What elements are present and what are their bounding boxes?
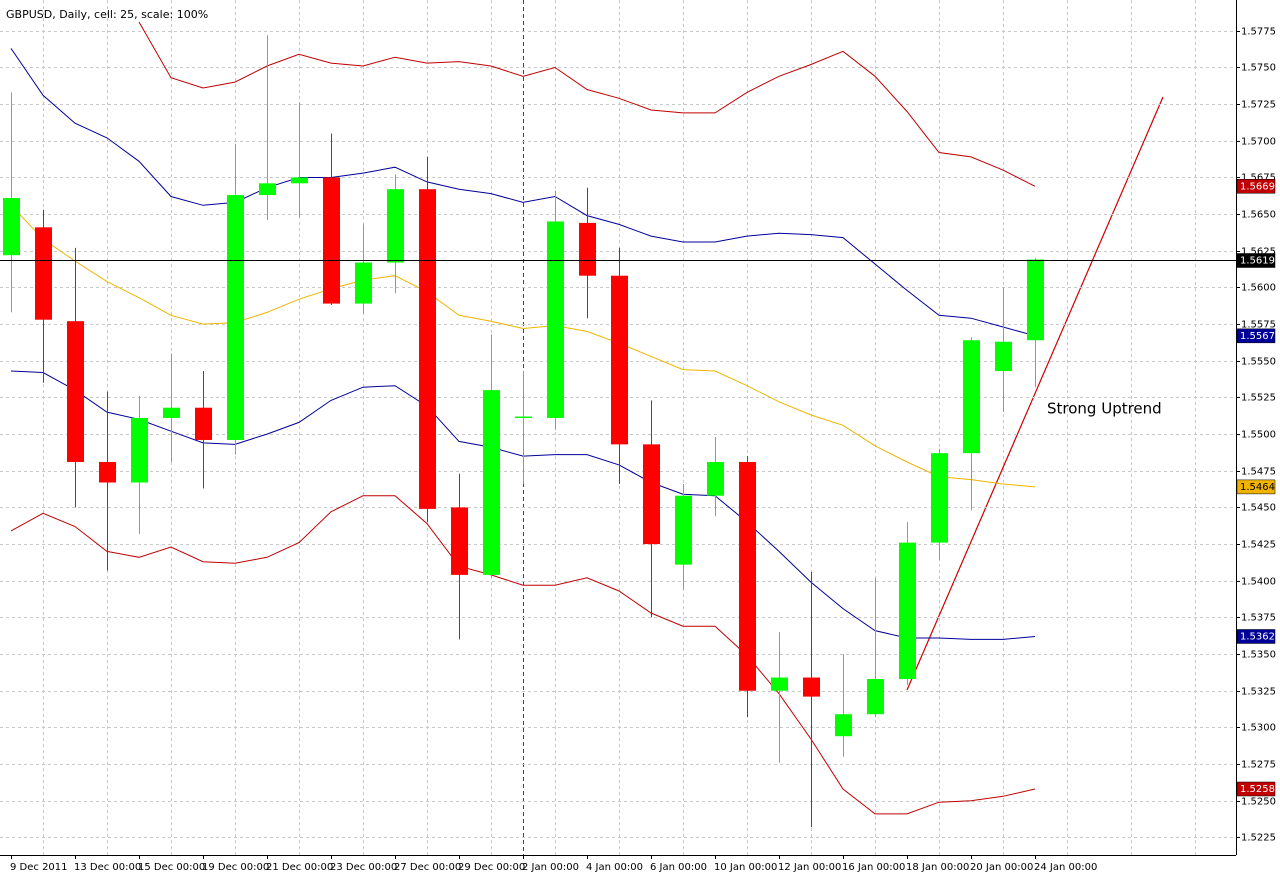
indicator-price-label-box [1236,479,1276,495]
candle-body [995,341,1012,372]
x-tick-label: 12 Jan 00:00 [778,862,841,873]
candle-body [611,275,628,445]
y-tick-label: 1.5775 [1241,27,1276,38]
candle-body [931,453,948,543]
indicator-price-label-box [1236,328,1276,344]
chart-title: GBPUSD, Daily, cell: 25, scale: 100% [6,8,208,21]
candle-body [323,177,340,304]
y-tick-label: 1.5650 [1241,210,1276,221]
x-tick-label: 2 Jan 00:00 [522,862,579,873]
x-tick-label: 23 Dec 00:00 [330,862,397,873]
candle-body [867,679,884,715]
current-price-label-box [1236,253,1276,268]
x-tick-label: 6 Jan 00:00 [650,862,707,873]
y-tick-label: 1.5600 [1241,283,1276,294]
candle-body [3,197,20,256]
x-tick-label: 16 Jan 00:00 [842,862,905,873]
y-tick-label: 1.5325 [1241,687,1276,698]
indicator-price-label-box [1236,781,1276,797]
x-tick-label: 10 Jan 00:00 [714,862,777,873]
candle-body [227,195,244,440]
x-tick-label: 29 Dec 00:00 [458,862,525,873]
candle-body [163,407,180,418]
x-tick-label: 27 Dec 00:00 [394,862,461,873]
candle-body [771,677,788,691]
y-tick-label: 1.5425 [1241,540,1276,551]
indicator-price-label: 1.5362 [1240,631,1275,642]
x-tick-label: 18 Jan 00:00 [906,862,969,873]
y-tick-label: 1.5375 [1241,613,1276,624]
y-tick-label: 1.5500 [1241,430,1276,441]
candle-body [419,189,436,509]
trend-line [906,96,1164,691]
indicator-line [10,495,1036,815]
candle-body [355,262,372,304]
y-tick-label: 1.5550 [1241,357,1276,368]
y-tick-label: 1.5675 [1241,173,1276,184]
candle-body [899,542,916,680]
indicator-price-label: 1.5567 [1240,331,1275,342]
y-tick-label: 1.5350 [1241,650,1276,661]
indicator-price-label: 1.5258 [1240,784,1275,795]
x-tick-label: 19 Dec 00:00 [202,862,269,873]
candle-body [67,321,84,462]
candle-body [195,407,212,440]
candle-body [291,177,308,184]
y-tick-label: 1.5750 [1241,63,1276,74]
x-tick-label: 13 Dec 00:00 [74,862,141,873]
y-tick-label: 1.5450 [1241,503,1276,514]
indicator-line [10,204,1036,488]
x-tick-label: 4 Jan 00:00 [586,862,643,873]
indicator-price-label: 1.5669 [1240,181,1275,192]
candle-body [803,677,820,697]
candle-body [99,461,116,483]
indicator-price-label-box [1236,629,1276,644]
candle-body [387,189,404,263]
y-tick-label: 1.5625 [1241,247,1276,258]
y-tick-label: 1.5225 [1241,833,1276,844]
indicator-price-label: 1.5464 [1240,482,1275,493]
candle-body [547,221,564,418]
candle-body [1027,259,1044,341]
y-tick-label: 1.5575 [1241,320,1276,331]
candle-body [259,183,276,196]
candle-body [35,227,52,320]
y-tick-label: 1.5300 [1241,723,1276,734]
y-tick-label: 1.5250 [1241,797,1276,808]
x-tick-label: 24 Jan 00:00 [1034,862,1097,873]
x-tick-label: 9 Dec 2011 [10,862,68,873]
candle-body [131,417,148,483]
indicator-line [10,48,1036,337]
y-tick-label: 1.5725 [1241,100,1276,111]
candle-body [739,461,756,691]
y-tick-label: 1.5525 [1241,393,1276,404]
x-tick-label: 15 Dec 00:00 [138,862,205,873]
x-tick-label: 20 Jan 00:00 [970,862,1033,873]
candle-body [707,461,724,496]
y-tick-label: 1.5400 [1241,577,1276,588]
candle-body [675,495,692,565]
current-price-label: 1.5619 [1240,256,1275,267]
candle-body [515,416,532,419]
candle-body [579,222,596,276]
annotation: Strong Uptrend [1047,400,1162,418]
indicator-price-label-box [1236,179,1276,194]
candle-body [963,340,980,454]
y-tick-label: 1.5700 [1241,137,1276,148]
candle-body [483,390,500,575]
indicator-line [138,21,1036,187]
y-tick-label: 1.5475 [1241,467,1276,478]
candle-body [643,444,660,545]
candle-body [835,714,852,737]
x-tick-label: 21 Dec 00:00 [266,862,333,873]
y-tick-label: 1.5275 [1241,760,1276,771]
candle-body [451,507,468,575]
